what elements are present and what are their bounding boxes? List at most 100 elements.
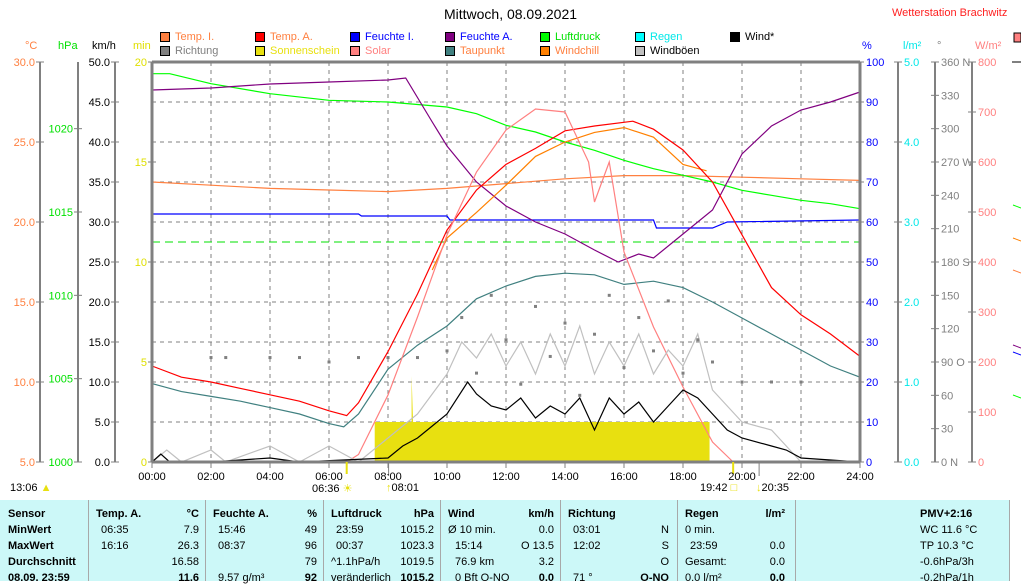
- rain-total: 0.0: [769, 556, 785, 568]
- legend-swatch: [445, 46, 455, 56]
- axis-tick-label: 4.0: [904, 137, 919, 149]
- axis-temp: 5.0 10.0 15.0 20.0 25.0 30.0: [14, 57, 44, 469]
- axis-tick-label: 1.0: [904, 377, 919, 389]
- pressure-unit: hPa: [413, 508, 434, 520]
- legend-item: Windböen: [635, 45, 700, 57]
- axis-tick-label: 15.0: [89, 337, 110, 349]
- rain-max: 0.0: [769, 540, 785, 552]
- series-feuchte-a: [151, 77, 861, 263]
- direction-dot: [652, 349, 655, 353]
- direction-dot: [637, 316, 641, 320]
- wind-avg-label: Ø 10 min.: [448, 524, 496, 536]
- rain-total-label: Gesamt:: [685, 556, 727, 568]
- moon-mark-time: ↓20:35: [756, 482, 789, 494]
- axis-tick-label: 1010: [49, 290, 73, 302]
- axis-tick-label: 0: [866, 457, 872, 469]
- axis-tick-label: 90: [866, 97, 878, 109]
- axis-tick-label: 40.0: [89, 137, 110, 149]
- wind-max: O 13.5: [520, 540, 554, 552]
- x-tick-label: 18:00: [669, 471, 697, 483]
- direction-dot: [327, 360, 331, 364]
- legend-label: Windchill: [555, 45, 600, 57]
- direction-dot: [563, 321, 567, 325]
- x-tick-label: 14:00: [551, 471, 579, 483]
- x-tick-label: 00:00: [138, 471, 166, 483]
- legend-swatch: [445, 32, 455, 42]
- axis-tick-label: 20: [135, 57, 147, 69]
- wind-max-time: 15:14: [455, 540, 483, 552]
- axis-tick-label: 1000: [49, 457, 73, 469]
- wind-distance: 76.9 km: [455, 556, 495, 568]
- axis-tick-label: 100: [866, 57, 884, 69]
- axis-min: 0 5 10 15 20: [135, 57, 156, 469]
- axis-wm2: 0 100 200 300 400 500 600 700 800: [968, 57, 996, 469]
- legend-label: Temp. A.: [270, 31, 313, 43]
- rain-column: Regen l/m² 0 min. 23:59 0.0 Gesamt: 0.0 …: [677, 500, 795, 584]
- direction-min-time: 03:01: [573, 524, 601, 536]
- direction-dot: [416, 356, 419, 360]
- legend-label: Taupunkt: [460, 45, 505, 57]
- sunset-time: 19:42 □: [700, 482, 737, 494]
- axis-tick-label: 120: [941, 324, 959, 336]
- pressure-trend-3h: -0.6hPa/3h: [920, 556, 974, 568]
- legend-label: Sonnenschein: [270, 45, 340, 57]
- legend-item: Taupunkt: [445, 45, 505, 57]
- next-chart-fragment: [1012, 204, 1021, 209]
- axis-tick-label: 5.0: [904, 57, 919, 69]
- next-chart-fragment: [1012, 344, 1021, 349]
- series-temp-a: [151, 120, 861, 417]
- axis-tick-label: 700: [978, 107, 996, 119]
- moonrise-label: 08:01: [391, 482, 420, 494]
- axis-tick-label: 180 S: [941, 257, 970, 269]
- rain-amount: 0.0 l/m²: [685, 572, 722, 584]
- axis-tick-label: 60: [941, 390, 953, 402]
- temp-column: Temp. A. °C 06:35 7.9 16:16 26.3 16.58 1…: [88, 500, 205, 584]
- direction-dot: [622, 366, 626, 370]
- humidity-min-time: 15:46: [218, 524, 246, 536]
- direction-dot: [298, 356, 301, 360]
- x-tick-label: 16:00: [610, 471, 638, 483]
- moonset-label: 13:06: [10, 482, 38, 494]
- legend-label: Windböen: [650, 45, 700, 57]
- extra-column: PMV+2:16 WC 11.6 °C TP 10.3 °C -0.6hPa/3…: [795, 500, 1010, 584]
- axis-tick-label: 400: [978, 257, 996, 269]
- direction-dot: [681, 371, 685, 375]
- stats-table: Sensor MinWert MaxWert Durchschnitt 08.0…: [0, 500, 1010, 584]
- temp-max-time: 16:16: [101, 540, 129, 552]
- legend-label: Richtung: [175, 45, 219, 57]
- series-temp-i: [151, 175, 861, 193]
- series-taupunkt: [151, 272, 861, 428]
- direction-header: Richtung: [568, 508, 616, 520]
- humidity-max-time: 08:37: [218, 540, 246, 552]
- rain-header: Regen: [685, 508, 719, 520]
- legend-item: Temp. A.: [255, 31, 313, 43]
- direction-dot: [534, 304, 537, 308]
- axis-tick-label: 10: [866, 417, 878, 429]
- axis-tick-label: 30: [941, 424, 953, 436]
- axis-tick-label: 50: [866, 257, 878, 269]
- direction-degrees: 71 °: [573, 572, 593, 584]
- wind-beaufort: 0 Bft O-NO: [455, 572, 510, 584]
- axis-tick-label: 45.0: [89, 97, 110, 109]
- next-chart-fragment: [1012, 237, 1021, 242]
- legend-item: Feuchte I.: [350, 31, 414, 43]
- legend-label: Temp. I.: [175, 31, 215, 43]
- direction-dot: [357, 356, 360, 360]
- pressure-min: 1015.2: [400, 524, 434, 536]
- pressure-max-time: 00:37: [336, 540, 364, 552]
- axis-tick-label: 80: [866, 137, 878, 149]
- station-name: Wetterstation Brachwitz: [892, 7, 1008, 19]
- pressure-current: 1015.2: [400, 572, 434, 584]
- x-tick-label: 24:00: [846, 471, 874, 483]
- axis-unit-wm2: W/m²: [975, 40, 1002, 52]
- axis-tick-label: 0: [141, 457, 147, 469]
- axis-tick-label: 15: [135, 157, 147, 169]
- series-sonnenschein: [374, 376, 710, 462]
- dewpoint-value: TP 10.3 °C: [920, 540, 974, 552]
- sunset-label: 19:42: [700, 482, 728, 494]
- x-tick-label: 22:00: [787, 471, 815, 483]
- axis-tick-label: 100: [978, 407, 996, 419]
- sensor-column: Sensor MinWert MaxWert Durchschnitt 08.0…: [0, 500, 88, 584]
- sunrise-label: 06:36: [312, 483, 340, 495]
- legend-label: Luftdruck: [555, 31, 601, 43]
